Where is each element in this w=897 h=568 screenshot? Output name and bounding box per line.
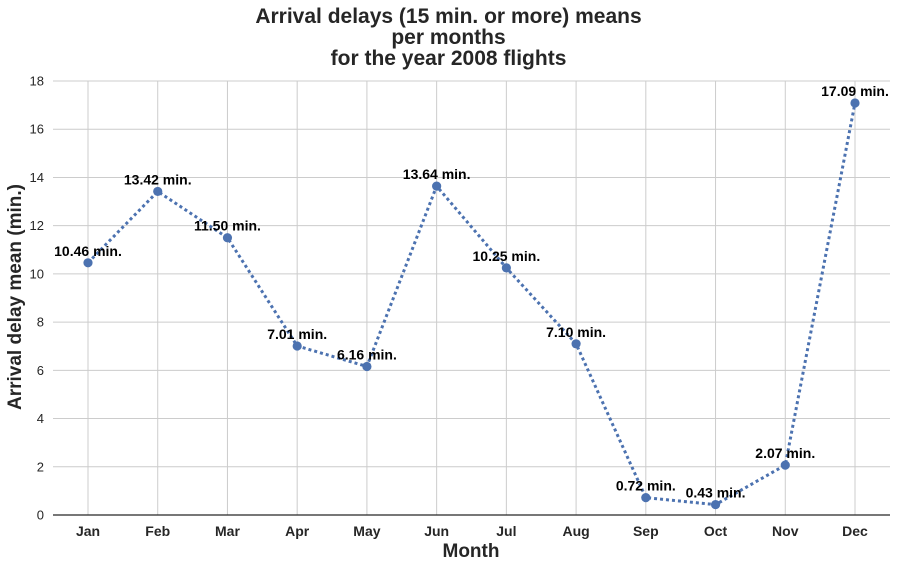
y-tick-label: 8	[37, 315, 44, 330]
x-tick-label: Sep	[633, 523, 659, 539]
x-tick-label: Jun	[424, 523, 449, 539]
chart-title-line-3: for the year 2008 flights	[330, 47, 567, 70]
x-tick-label: Nov	[772, 523, 799, 539]
data-point	[501, 263, 511, 273]
x-tick-label: Mar	[215, 523, 240, 539]
data-label: 11.50 min.	[194, 218, 261, 234]
data-point	[432, 181, 442, 191]
y-tick-label: 16	[30, 122, 44, 137]
axes: 0 2 4 6 8 10 12 14 16 18 Jan Feb Mar Apr May Jun Jul Aug S…	[30, 74, 890, 539]
chart-title-line-1: Arrival delays (15 min. or more) means	[255, 5, 642, 28]
data-label: 2.07 min.	[755, 445, 815, 461]
x-axis-label: Month	[443, 541, 500, 562]
y-tick-label: 0	[37, 508, 44, 523]
x-tick-label: May	[353, 523, 380, 539]
y-tick-label: 10	[30, 266, 44, 281]
data-point	[292, 341, 302, 351]
data-label: 7.01 min.	[267, 326, 327, 342]
data-label: 6.16 min.	[337, 346, 397, 362]
series	[83, 98, 860, 510]
data-label: 10.25 min.	[473, 248, 541, 264]
data-label: 13.42 min.	[124, 171, 192, 187]
data-label: 7.10 min.	[546, 324, 606, 340]
series-line	[86, 102, 857, 507]
data-label: 17.09 min.	[821, 83, 889, 99]
data-point	[780, 460, 790, 470]
data-point	[83, 258, 93, 268]
x-tick-label: Jul	[496, 523, 516, 539]
x-tick-label: Feb	[145, 523, 170, 539]
data-point	[153, 186, 163, 197]
y-tick-label: 4	[37, 411, 44, 426]
x-tick-label: Aug	[562, 523, 589, 539]
y-tick-label: 6	[37, 363, 44, 378]
x-tick-label: Apr	[285, 523, 310, 539]
x-tick-label: Dec	[842, 523, 868, 539]
data-point	[222, 233, 233, 243]
data-point	[362, 361, 372, 372]
y-tick-label: 12	[30, 218, 44, 233]
data-label: 0.72 min.	[616, 478, 676, 494]
y-tick-label: 14	[30, 170, 44, 185]
data-point	[850, 98, 860, 108]
grid	[53, 80, 890, 515]
data-labels: 10.46 min. 13.42 min. 11.50 min. 7.01 min. 6…	[54, 83, 889, 501]
y-axis-label: Arrival delay mean (min.)	[5, 184, 26, 410]
data-point	[571, 339, 581, 349]
data-point	[710, 500, 721, 510]
x-tick-label: Oct	[704, 523, 728, 539]
x-tick-label: Jan	[76, 523, 100, 539]
data-point	[641, 493, 651, 503]
data-label: 0.43 min.	[686, 485, 746, 501]
data-label: 10.46 min.	[54, 243, 122, 259]
y-tick-label: 18	[30, 74, 44, 89]
data-label: 13.64 min.	[403, 166, 471, 182]
chart-title-line-2: per months	[391, 26, 506, 49]
y-tick-label: 2	[37, 459, 44, 474]
